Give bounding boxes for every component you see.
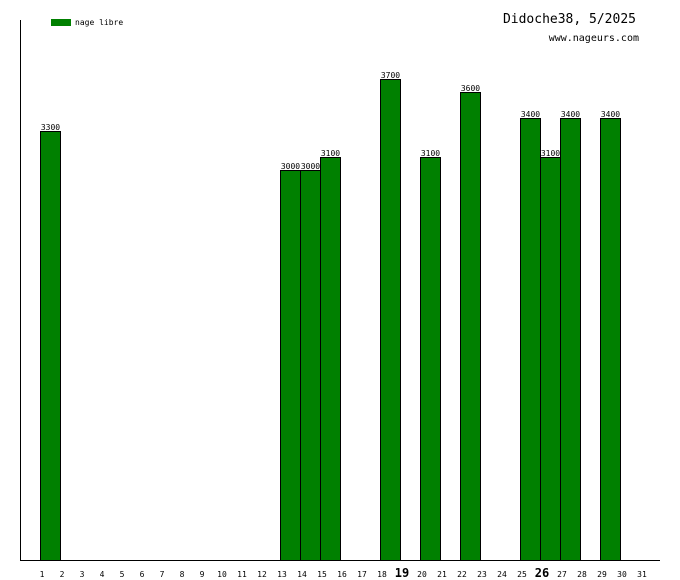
x-tick-label-17: 17 <box>357 570 367 579</box>
x-tick-label-4: 4 <box>100 570 105 579</box>
data-label-day-15: 3000 <box>301 162 320 171</box>
x-tick-label-16: 16 <box>337 570 347 579</box>
x-tick-label-1: 1 <box>40 570 45 579</box>
data-label-day-21: 3100 <box>421 149 440 158</box>
x-tick-label-6: 6 <box>140 570 145 579</box>
data-label-day-30: 3400 <box>601 110 620 119</box>
site-url: www.nageurs.com <box>549 33 639 44</box>
x-tick-label-31: 31 <box>637 570 647 579</box>
x-tick-label-25: 25 <box>517 570 527 579</box>
x-tick-label-15: 15 <box>317 570 327 579</box>
data-label-day-27: 3100 <box>541 149 560 158</box>
x-tick-label-13: 13 <box>277 570 287 579</box>
x-tick-label-14: 14 <box>297 570 307 579</box>
x-tick-label-24: 24 <box>497 570 507 579</box>
x-tick-label-28: 28 <box>577 570 587 579</box>
data-label-day-19: 3700 <box>381 71 400 80</box>
bar-day-30 <box>600 118 621 561</box>
x-tick-label-23: 23 <box>477 570 487 579</box>
x-tick-label-10: 10 <box>217 570 227 579</box>
x-tick-labels-group: 1 2 3 4 5 6 7 8 9 10 11 12 13 14 15 16 17 18 19 20 21 22 23 24 2… <box>40 566 647 580</box>
x-tick-label-30: 30 <box>617 570 627 579</box>
bar-day-21 <box>420 157 441 561</box>
chart-title: Didoche38, 5/2025 <box>503 12 636 27</box>
data-label-day-23: 3600 <box>461 84 480 93</box>
x-tick-label-7: 7 <box>160 570 165 579</box>
data-label-day-16: 3100 <box>321 149 340 158</box>
legend: nage libre <box>51 18 123 27</box>
x-tick-label-3: 3 <box>80 570 85 579</box>
data-label-day-14: 3000 <box>281 162 300 171</box>
bar-day-23 <box>460 92 481 561</box>
x-tick-label-29: 29 <box>597 570 607 579</box>
legend-label: nage libre <box>75 18 123 27</box>
bar-day-19 <box>380 79 401 561</box>
x-tick-label-12: 12 <box>257 570 267 579</box>
x-tick-label-9: 9 <box>200 570 205 579</box>
data-label-day-28: 3400 <box>561 110 580 119</box>
data-label-day-2: 3300 <box>41 123 60 132</box>
x-tick-label-20: 20 <box>417 570 427 579</box>
legend-swatch <box>51 19 71 26</box>
x-tick-label-27: 27 <box>557 570 567 579</box>
bar-day-16 <box>320 157 341 561</box>
x-tick-label-11: 11 <box>237 570 247 579</box>
data-label-day-26: 3400 <box>521 110 540 119</box>
x-tick-label-22: 22 <box>457 570 467 579</box>
x-tick-label-18: 18 <box>377 570 387 579</box>
x-tick-label-19: 19 <box>395 566 409 580</box>
bar-day-15 <box>300 170 321 561</box>
bars-group <box>40 79 621 561</box>
x-tick-label-2: 2 <box>60 570 65 579</box>
bar-day-14 <box>280 170 301 561</box>
x-tick-label-21: 21 <box>437 570 447 579</box>
x-tick-label-26: 26 <box>535 566 549 580</box>
bar-day-28 <box>560 118 581 561</box>
bar-day-2 <box>40 131 61 561</box>
bar-day-27 <box>540 157 561 561</box>
bar-day-26 <box>520 118 541 561</box>
x-tick-label-5: 5 <box>120 570 125 579</box>
x-tick-label-8: 8 <box>180 570 185 579</box>
